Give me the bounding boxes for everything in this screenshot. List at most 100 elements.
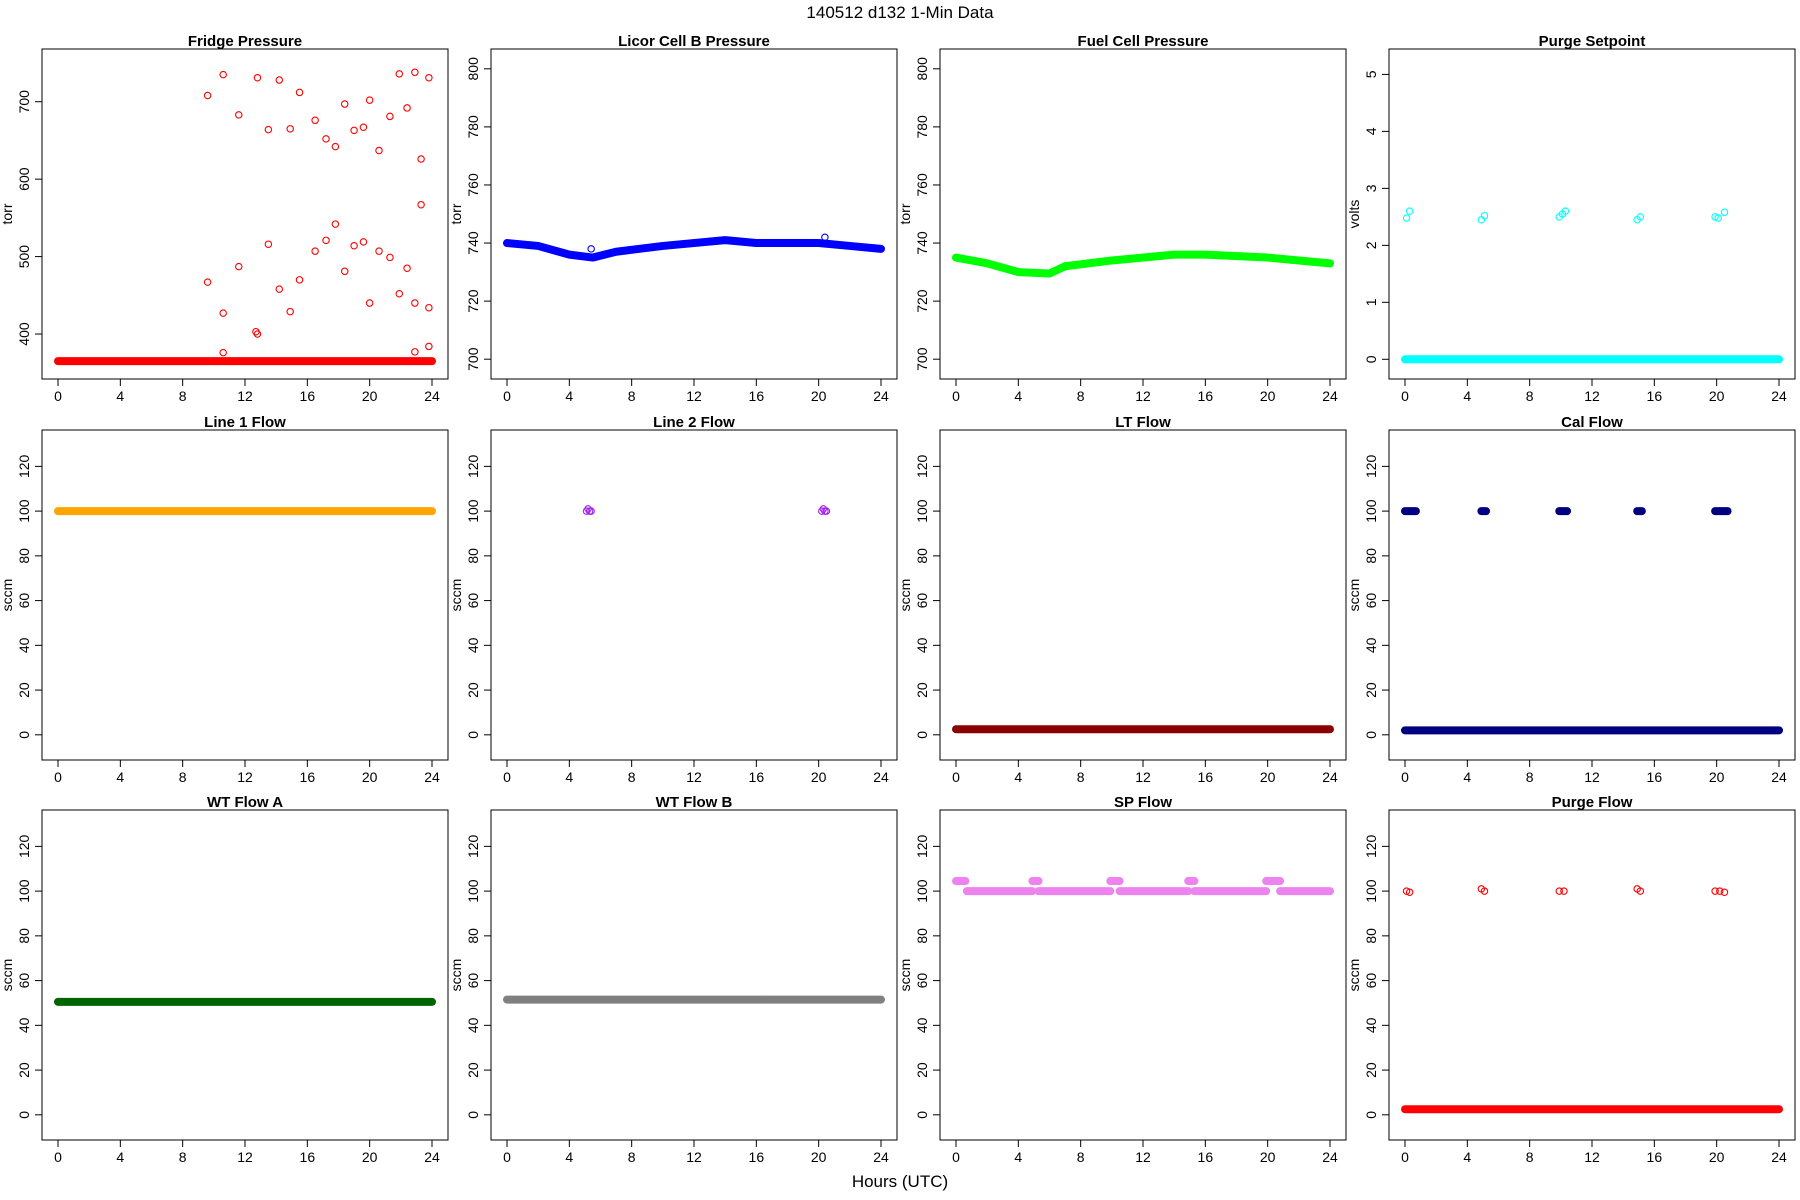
data-point [1480, 887, 1489, 895]
y-tick-label: 20 [465, 1062, 481, 1078]
data-point [331, 220, 340, 228]
x-tick-label: 4 [1463, 1149, 1471, 1165]
data-point [253, 330, 262, 338]
data-point [264, 240, 273, 248]
x-tick-label: 16 [300, 388, 316, 404]
data-point [1480, 211, 1489, 220]
x-tick-label: 8 [179, 1149, 187, 1165]
y-tick-label: 120 [1363, 454, 1379, 478]
data-point [375, 247, 383, 255]
dense-point-trace [503, 236, 885, 262]
chart-title: Fuel Cell Pressure [1078, 33, 1209, 50]
chart-title: Line 2 Flow [653, 414, 735, 431]
data-point [386, 253, 394, 262]
plot-frame [939, 48, 1347, 380]
x-tick-label: 8 [1077, 1149, 1085, 1165]
data-point [365, 299, 374, 307]
y-tick-label: 760 [914, 173, 930, 197]
data-point [275, 285, 284, 293]
y-tick-label: 0 [16, 731, 32, 739]
y-tick-label: 720 [914, 289, 930, 313]
plot-frame [41, 429, 449, 761]
data-point [1711, 887, 1719, 895]
x-tick-label: 4 [116, 388, 124, 404]
x-tick-label: 8 [628, 1149, 636, 1165]
plot-frame [939, 429, 1347, 761]
chart-panel-6: Line 2 Flow sccm 0 4 8 12 16 20 24 0 20 40 60 80 100 12… [448, 414, 898, 785]
plot-frame [490, 48, 898, 380]
y-tick-label: 0 [465, 1111, 481, 1119]
x-tick-label: 12 [1135, 1149, 1151, 1165]
data-point [295, 276, 304, 284]
y-tick-label: 20 [914, 682, 930, 698]
chart-panel-8: Cal Flow sccm 0 4 8 12 16 20 24 0 20 40 60 80 100 120 [1346, 414, 1796, 785]
y-tick-label: 100 [16, 499, 32, 523]
y-tick-label: 100 [914, 879, 930, 903]
chart-panel-11: SP Flow sccm 0 4 8 12 16 20 24 0 20 40 60 80 100 120 [897, 794, 1347, 1165]
data-point [311, 116, 319, 125]
x-tick-label: 0 [952, 769, 960, 785]
data-point [587, 507, 595, 515]
x-tick-label: 16 [749, 769, 765, 785]
data-series [54, 68, 436, 366]
y-axis-label: torr [0, 203, 15, 224]
x-tick-label: 20 [362, 388, 378, 404]
x-tick-label: 20 [1709, 769, 1725, 785]
y-tick-label: 4 [1363, 127, 1379, 135]
x-tick-label: 4 [1463, 388, 1471, 404]
data-point [582, 507, 591, 515]
y-tick-label: 0 [1363, 1111, 1379, 1119]
x-tick-label: 24 [1771, 1149, 1787, 1165]
y-tick-label: 80 [914, 548, 930, 564]
x-tick-label: 12 [1135, 769, 1151, 785]
y-tick-label: 700 [914, 347, 930, 371]
y-tick-label: 120 [16, 834, 32, 858]
data-point [375, 146, 383, 155]
data-point [275, 76, 284, 84]
data-point [822, 507, 831, 515]
y-tick-label: 600 [16, 167, 32, 191]
x-tick-label: 24 [873, 388, 889, 404]
y-tick-label: 3 [1363, 184, 1379, 192]
chart-title: LT Flow [1115, 414, 1171, 431]
data-point [286, 307, 294, 316]
x-tick-label: 24 [424, 1149, 440, 1165]
y-tick-label: 500 [16, 245, 32, 269]
y-tick-label: 120 [16, 454, 32, 478]
data-point [587, 245, 595, 253]
chart-title: Purge Flow [1552, 794, 1633, 811]
y-axis-label: sccm [448, 959, 464, 992]
y-tick-label: 120 [465, 834, 481, 858]
x-tick-label: 0 [503, 388, 511, 404]
y-axis-label: volts [1346, 200, 1362, 229]
x-tick-label: 12 [686, 388, 702, 404]
y-tick-label: 60 [914, 593, 930, 609]
x-tick-label: 16 [300, 769, 316, 785]
data-series [1401, 507, 1783, 735]
x-tick-label: 12 [686, 1149, 702, 1165]
data-point [219, 348, 227, 357]
x-tick-label: 0 [1401, 1149, 1409, 1165]
x-tick-label: 16 [1198, 769, 1214, 785]
y-axis-label: sccm [0, 959, 15, 992]
y-tick-label: 700 [16, 90, 32, 114]
x-tick-label: 12 [1584, 388, 1600, 404]
y-tick-label: 20 [16, 1062, 32, 1078]
y-tick-label: 80 [1363, 548, 1379, 564]
data-point [340, 267, 349, 276]
chart-title: Purge Setpoint [1539, 33, 1646, 50]
y-tick-label: 60 [914, 973, 930, 989]
chart-panel-9: WT Flow A sccm 0 4 8 12 16 20 24 0 20 40 60 80 100 120 [0, 794, 449, 1165]
data-point [295, 88, 304, 97]
y-tick-label: 40 [1363, 637, 1379, 653]
x-tick-label: 24 [873, 769, 889, 785]
x-tick-label: 24 [1322, 388, 1338, 404]
data-point [1402, 214, 1411, 222]
data-point [235, 262, 243, 271]
y-tick-label: 40 [16, 1017, 32, 1033]
x-tick-label: 12 [1584, 1149, 1600, 1165]
x-tick-label: 16 [1647, 388, 1663, 404]
x-tick-label: 0 [54, 388, 62, 404]
y-tick-label: 0 [1363, 355, 1379, 363]
x-tick-label: 16 [749, 1149, 765, 1165]
